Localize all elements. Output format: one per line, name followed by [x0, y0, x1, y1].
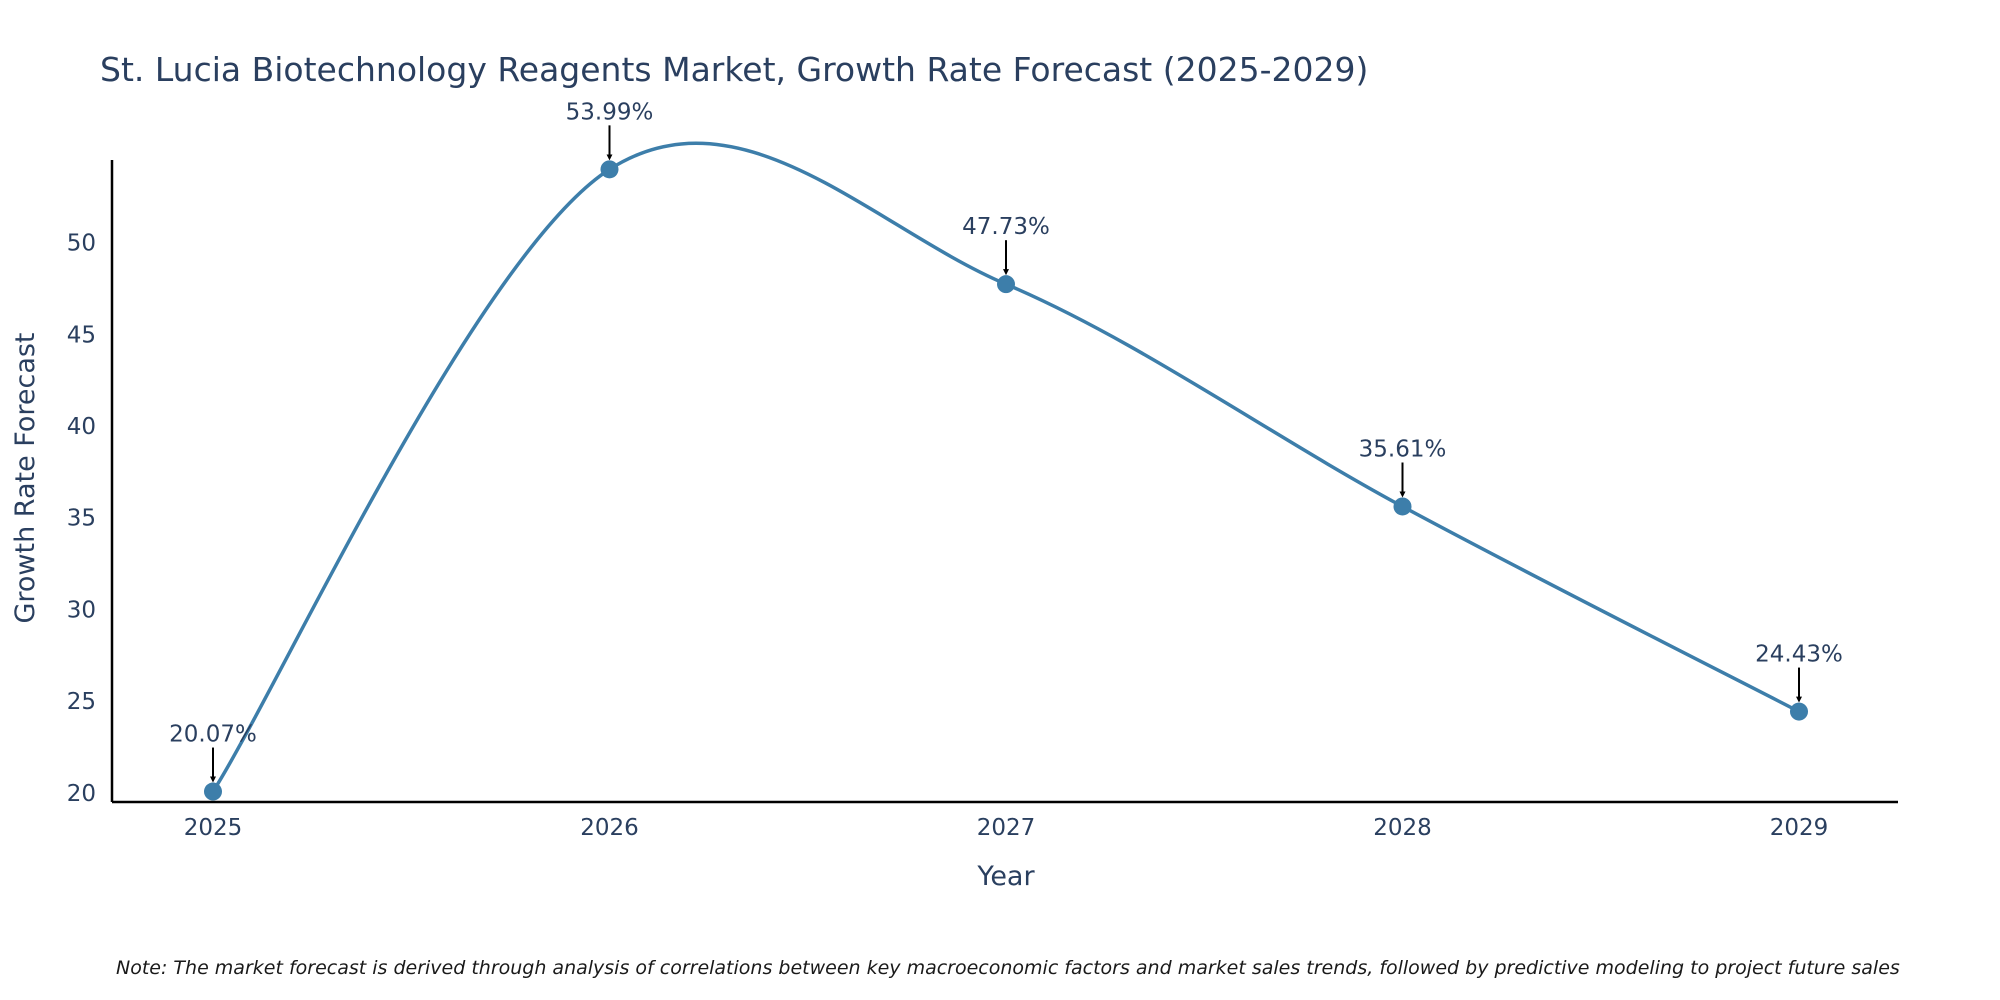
- y-tick-label: 50: [67, 231, 96, 257]
- y-tick-label: 30: [67, 597, 96, 623]
- x-tick-label: 2025: [184, 815, 243, 841]
- x-axis: 2025 2026 2027 2028 2029: [112, 800, 1898, 841]
- data-labels: 20.07% 53.99% 47.73% 35.61% 24.43%: [169, 99, 1843, 783]
- x-tick-label: 2027: [977, 815, 1036, 841]
- data-label-2028: 35.61%: [1359, 436, 1447, 462]
- y-tick-label: 45: [67, 322, 96, 348]
- y-tick-label: 40: [67, 414, 96, 440]
- x-tick-label: 2028: [1373, 815, 1432, 841]
- data-point-2026: [600, 160, 619, 179]
- data-point-2025: [204, 782, 222, 801]
- growth-rate-line: [211, 141, 1800, 793]
- chart-title: St. Lucia Biotechnology Reagents Market,…: [100, 50, 1368, 89]
- y-tick-label: 25: [67, 689, 96, 715]
- growth-rate-series: [204, 141, 1808, 801]
- x-tick-label: 2029: [1770, 815, 1829, 841]
- data-label-2025: 20.07%: [169, 722, 257, 748]
- y-tick-label: 35: [67, 506, 96, 532]
- data-label-2027: 47.73%: [962, 214, 1050, 240]
- x-axis-title: Year: [976, 861, 1035, 892]
- forecast-note: Note: The market forecast is derived thr…: [116, 957, 1900, 979]
- data-point-2029: [1790, 702, 1808, 721]
- data-point-2028: [1393, 497, 1412, 516]
- y-axis-title: Growth Rate Forecast: [10, 332, 41, 623]
- data-point-2027: [997, 275, 1015, 294]
- data-label-2029: 24.43%: [1755, 642, 1843, 668]
- data-label-2026: 53.99%: [566, 99, 654, 125]
- y-axis: 20 25 30 35 40 45 50: [67, 160, 114, 807]
- x-tick-label: 2026: [580, 815, 639, 841]
- y-tick-label: 20: [67, 781, 96, 807]
